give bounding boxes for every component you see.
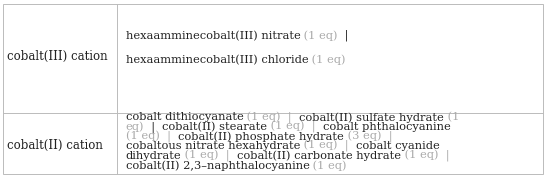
Text: (1: (1 — [444, 112, 459, 123]
Text: eq): eq) — [126, 122, 144, 132]
Text: hexaamminecobalt(III) nitrate: hexaamminecobalt(III) nitrate — [126, 30, 300, 41]
Text: cobalt(II) phosphate hydrate: cobalt(II) phosphate hydrate — [178, 131, 343, 142]
Text: (1 eq)  |: (1 eq) | — [268, 121, 323, 133]
Text: |: | — [144, 121, 163, 133]
Text: (1 eq): (1 eq) — [300, 30, 341, 41]
Text: |: | — [341, 30, 349, 41]
Text: cobalt(II) 2,3–naphthalocyanine: cobalt(II) 2,3–naphthalocyanine — [126, 160, 310, 171]
Text: cobalt phthalocyanine: cobalt phthalocyanine — [323, 122, 451, 132]
Text: cobaltous nitrate hexahydrate: cobaltous nitrate hexahydrate — [126, 141, 300, 151]
Text: cobalt dithiocyanate: cobalt dithiocyanate — [126, 112, 244, 122]
Text: (1 eq)  |: (1 eq) | — [401, 150, 450, 162]
Text: cobalt(III) cation: cobalt(III) cation — [7, 50, 107, 63]
Text: (1 eq)  |: (1 eq) | — [244, 111, 299, 124]
Text: cobalt(II) sulfate hydrate: cobalt(II) sulfate hydrate — [299, 112, 444, 123]
Text: (1 eq)  |: (1 eq) | — [181, 150, 237, 162]
Text: (1 eq): (1 eq) — [310, 160, 347, 171]
Text: cobalt cyanide: cobalt cyanide — [356, 141, 440, 151]
Text: hexaamminecobalt(III) chloride: hexaamminecobalt(III) chloride — [126, 54, 308, 65]
Text: cobalt(II) cation: cobalt(II) cation — [7, 139, 103, 152]
Text: cobalt(II) carbonate hydrate: cobalt(II) carbonate hydrate — [237, 151, 401, 161]
Text: (1 eq): (1 eq) — [308, 54, 346, 65]
Text: cobalt(II) stearate: cobalt(II) stearate — [163, 122, 268, 132]
Text: dihydrate: dihydrate — [126, 151, 181, 161]
Text: (1 eq)  |: (1 eq) | — [126, 131, 178, 143]
Text: (1 eq)  |: (1 eq) | — [300, 140, 356, 152]
Text: (3 eq)  |: (3 eq) | — [343, 131, 392, 143]
